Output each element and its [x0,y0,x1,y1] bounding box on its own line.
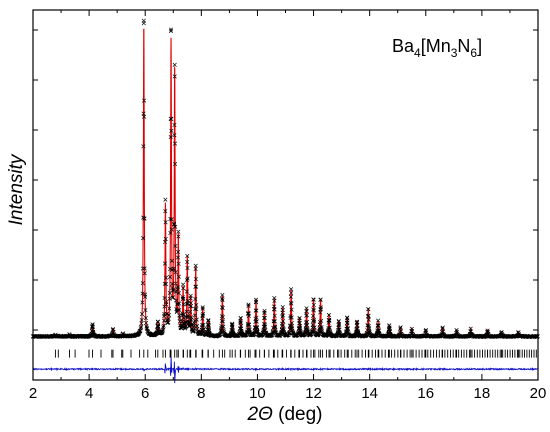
calculated-line [33,28,538,338]
x-tick-label: 8 [197,385,205,402]
difference-line [32,356,539,384]
x-tick-label: 18 [474,385,491,402]
compound-label: Ba4[Mn3N6] [392,36,482,60]
observed-markers [30,18,540,340]
x-tick-label: 4 [85,385,93,402]
x-tick-label: 12 [305,385,322,402]
x-axis-ticks: 2 4 6 8 10 12 14 16 18 20 [29,10,547,402]
y-axis-label: Intensity [6,153,27,225]
x-tick-label: 2 [29,385,37,402]
x-tick-label: 16 [417,385,434,402]
x-tick-label: 10 [249,385,266,402]
y-axis-ticks [33,29,538,331]
calculated-series [33,28,538,338]
reflection-ticks [54,349,537,358]
x-axis-label: 2Θ (deg) [247,404,323,425]
plot-frame [32,9,539,381]
x-tick-label: 14 [361,385,378,402]
reflection-tick-marks [54,349,537,358]
x-tick-label: 20 [530,385,547,402]
observed-series [30,18,540,340]
x-tick-label: 6 [141,385,149,402]
difference-series [32,356,539,384]
